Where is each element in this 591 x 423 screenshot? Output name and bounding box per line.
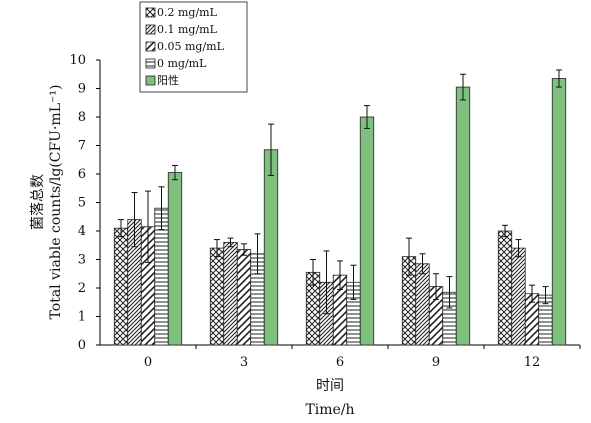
- y-axis-title-cn: 菌落总数: [30, 174, 46, 230]
- y-tick-label: 8: [78, 110, 86, 125]
- y-tick-label: 2: [78, 281, 86, 296]
- y-tick-label: 10: [69, 53, 86, 68]
- y-tick-label: 6: [78, 167, 86, 182]
- bar: [209, 247, 225, 346]
- x-axis-title-cn: 时间: [316, 378, 344, 394]
- x-tick-label: 9: [432, 355, 440, 370]
- y-tick-label: 5: [78, 196, 86, 211]
- legend-label: 0.2 mg/mL: [157, 6, 218, 19]
- error-bars: [118, 69, 562, 315]
- x-axis-title-en: Time/h: [305, 402, 354, 418]
- x-tick-label: 0: [144, 355, 152, 370]
- x-tick-label: 6: [336, 355, 344, 370]
- bar: [415, 263, 430, 346]
- y-tick-label: 4: [78, 224, 86, 239]
- legend-label: 0 mg/mL: [157, 57, 207, 70]
- legend-label: 阳性: [157, 73, 179, 87]
- bar: [551, 78, 567, 346]
- bar: [113, 227, 129, 346]
- y-tick-label: 9: [78, 82, 86, 97]
- x-ticks: 0 3 6 9 12: [144, 345, 581, 370]
- legend-label: 0.1 mg/mL: [157, 23, 218, 36]
- bar: [359, 116, 375, 346]
- y-tick-label: 0: [78, 338, 86, 353]
- legend-swatch: [145, 75, 156, 86]
- bar: [511, 247, 526, 346]
- x-tick-label: 3: [240, 355, 248, 370]
- y-tick-label: 7: [78, 139, 86, 154]
- x-tick-label: 12: [524, 355, 541, 370]
- bar: [167, 172, 183, 346]
- bar: [497, 230, 513, 346]
- legend-swatch: [145, 24, 156, 35]
- legend-box: [139, 1, 248, 93]
- bar: [263, 149, 279, 346]
- bars: [113, 78, 567, 346]
- y-axis-title: 菌落总数 Total viable counts/lg(CFU·mL⁻¹): [30, 85, 64, 320]
- legend-swatch: [145, 7, 156, 18]
- legend: 0.2 mg/mL 0.1 mg/mL 0.05 mg/mL 0 mg/mL 阳性: [139, 1, 248, 93]
- bar: [223, 241, 238, 346]
- bar: [455, 86, 471, 346]
- y-tick-label: 3: [78, 253, 86, 268]
- y-axis-title-en: Total viable counts/lg(CFU·mL⁻¹): [48, 85, 64, 320]
- y-tick-label: 1: [78, 310, 86, 325]
- legend-swatch: [145, 41, 156, 52]
- bar: [236, 249, 252, 346]
- legend-label: 0.05 mg/mL: [157, 40, 225, 53]
- y-ticks: 0 1 2 3 4 5 6 7 8 9 10: [69, 53, 100, 353]
- legend-swatch: [145, 58, 156, 69]
